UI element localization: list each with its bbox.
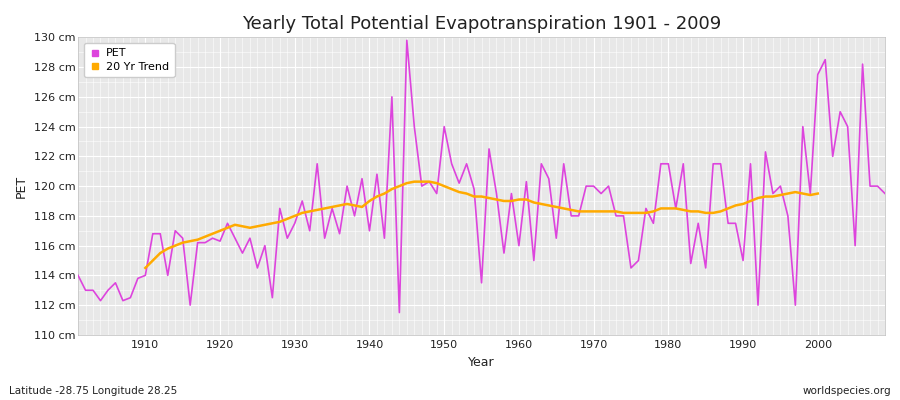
Text: worldspecies.org: worldspecies.org [803, 386, 891, 396]
X-axis label: Year: Year [468, 356, 495, 369]
Text: Latitude -28.75 Longitude 28.25: Latitude -28.75 Longitude 28.25 [9, 386, 177, 396]
Y-axis label: PET: PET [15, 174, 28, 198]
Title: Yearly Total Potential Evapotranspiration 1901 - 2009: Yearly Total Potential Evapotranspiratio… [242, 15, 721, 33]
Legend: PET, 20 Yr Trend: PET, 20 Yr Trend [84, 43, 175, 77]
